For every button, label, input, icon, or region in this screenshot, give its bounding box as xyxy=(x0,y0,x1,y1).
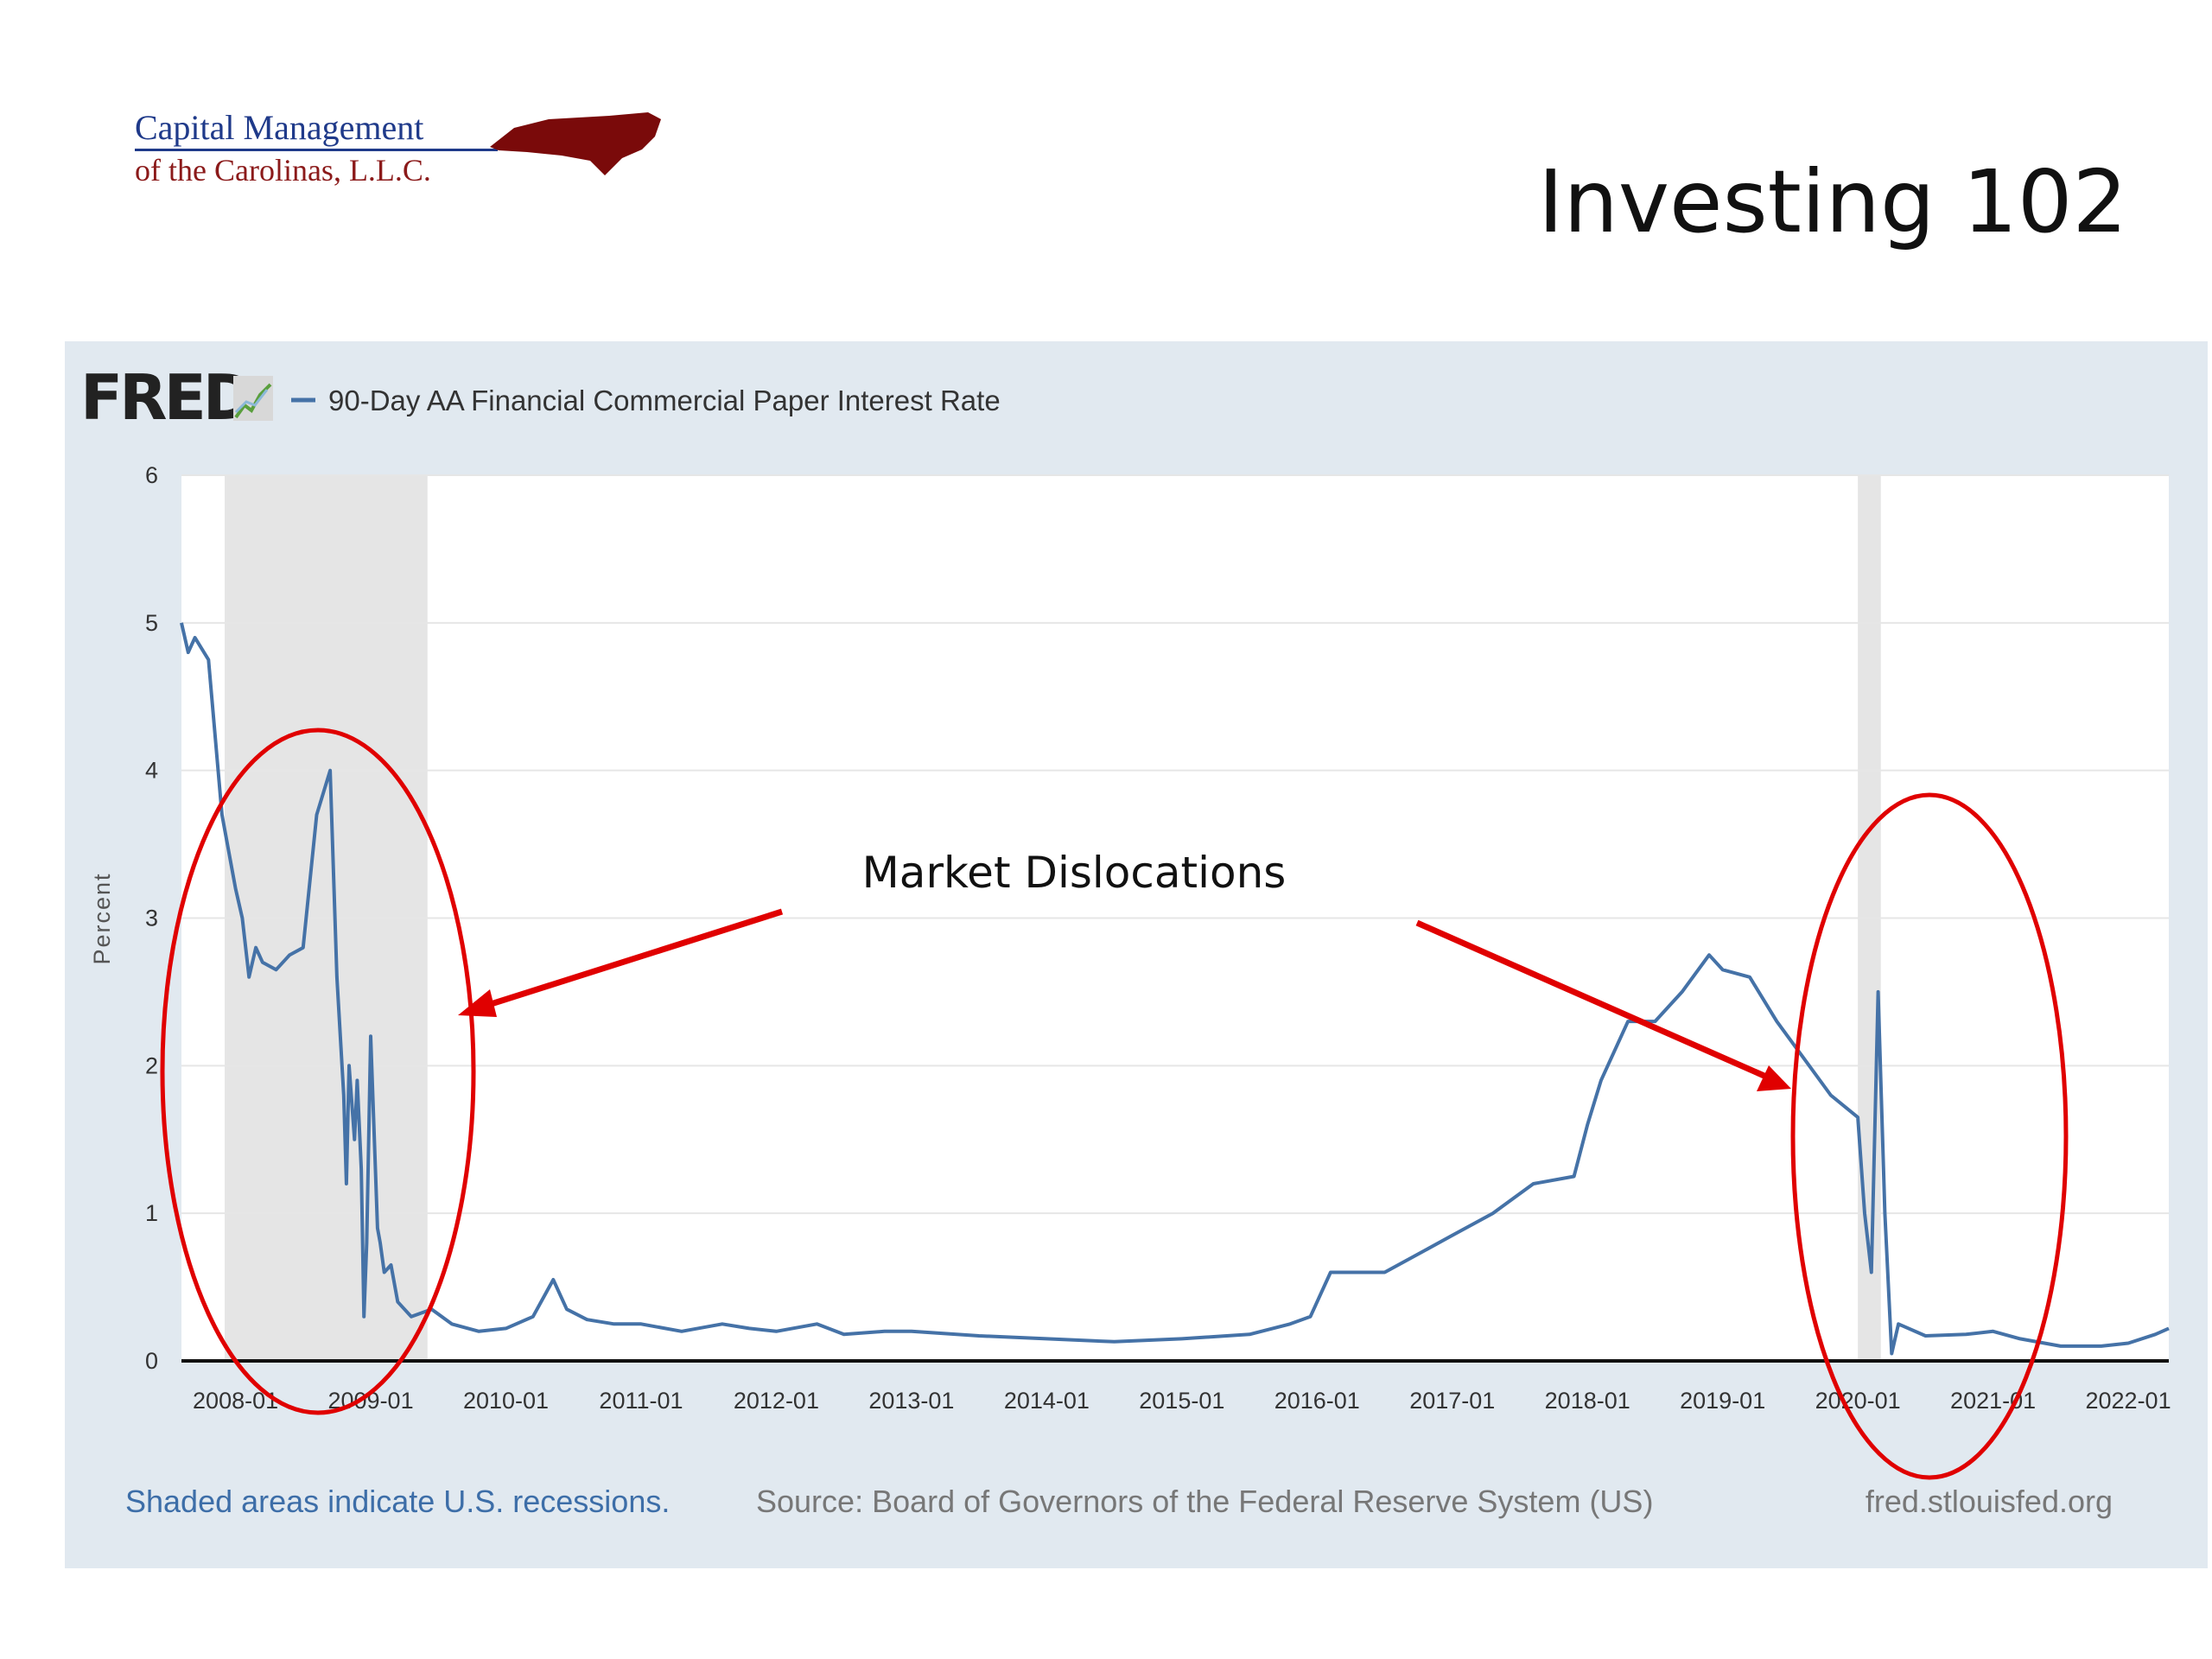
x-tick-label: 2017-01 xyxy=(1409,1388,1495,1414)
y-tick-label: 2 xyxy=(145,1052,158,1078)
annotation-market-dislocations: Market Dislocations xyxy=(862,848,1287,898)
legend-series-label: 90-Day AA Financial Commercial Paper Int… xyxy=(328,385,1001,416)
x-tick-label: 2021-01 xyxy=(1950,1388,2036,1414)
x-tick-label: 2022-01 xyxy=(2086,1388,2171,1414)
arrow-head-2008 xyxy=(458,989,497,1017)
y-tick-labels: 0 1 2 3 4 5 6 xyxy=(145,462,158,1374)
x-tick-label: 2015-01 xyxy=(1139,1388,1224,1414)
x-tick-label: 2014-01 xyxy=(1004,1388,1090,1414)
fred-logo-text: FRED xyxy=(80,361,251,434)
x-tick-label: 2020-01 xyxy=(1815,1388,1901,1414)
x-tick-label: 2018-01 xyxy=(1545,1388,1630,1414)
y-tick-label: 0 xyxy=(145,1348,158,1374)
fred-trend-icon xyxy=(233,376,273,421)
arrow-to-2020 xyxy=(1415,919,1776,1084)
dislocation-circle-2020 xyxy=(1790,792,2069,1480)
x-tick-label: 2016-01 xyxy=(1274,1388,1360,1414)
x-tick-label: 2010-01 xyxy=(463,1388,549,1414)
dislocation-circle-2008 xyxy=(160,728,476,1415)
gridlines xyxy=(181,474,2169,1215)
x-tick-label: 2012-01 xyxy=(734,1388,819,1414)
slide-title: Investing 102 xyxy=(1538,151,2128,252)
y-axis-label: Percent xyxy=(89,872,115,964)
fred-url-link[interactable]: fred.stlouisfed.org xyxy=(1866,1484,2113,1519)
north-carolina-map-icon xyxy=(490,112,661,175)
x-tick-labels: 2008-01 2009-01 2010-01 2011-01 2012-01 2013-… xyxy=(193,1388,2171,1414)
recession-note: Shaded areas indicate U.S. recessions. xyxy=(125,1484,670,1519)
x-tick-label: 2019-01 xyxy=(1680,1388,1765,1414)
series-line-commercial-paper-rate xyxy=(180,622,2170,1356)
y-tick-label: 1 xyxy=(145,1200,158,1226)
y-tick-label: 4 xyxy=(145,758,158,784)
y-tick-label: 3 xyxy=(145,906,158,931)
x-tick-label: 2013-01 xyxy=(868,1388,954,1414)
y-tick-label: 6 xyxy=(145,462,158,488)
y-tick-label: 5 xyxy=(145,610,158,636)
fred-chart-panel: FRED 90-Day AA Financial Commercial Pape… xyxy=(65,341,2208,1568)
logo-rule xyxy=(135,149,498,151)
logo-name-line2: of the Carolinas, L.L.C. xyxy=(135,153,431,188)
arrow-head-2020 xyxy=(1757,1065,1791,1091)
logo-name-line1: Capital Management xyxy=(135,108,424,147)
source-note: Source: Board of Governors of the Federa… xyxy=(756,1484,1653,1519)
fred-chart: FRED 90-Day AA Financial Commercial Pape… xyxy=(80,361,2171,1519)
x-tick-label: 2011-01 xyxy=(599,1388,683,1414)
arrow-to-2008 xyxy=(467,908,784,1014)
company-logo: Capital Management of the Carolinas, L.L… xyxy=(130,104,683,199)
